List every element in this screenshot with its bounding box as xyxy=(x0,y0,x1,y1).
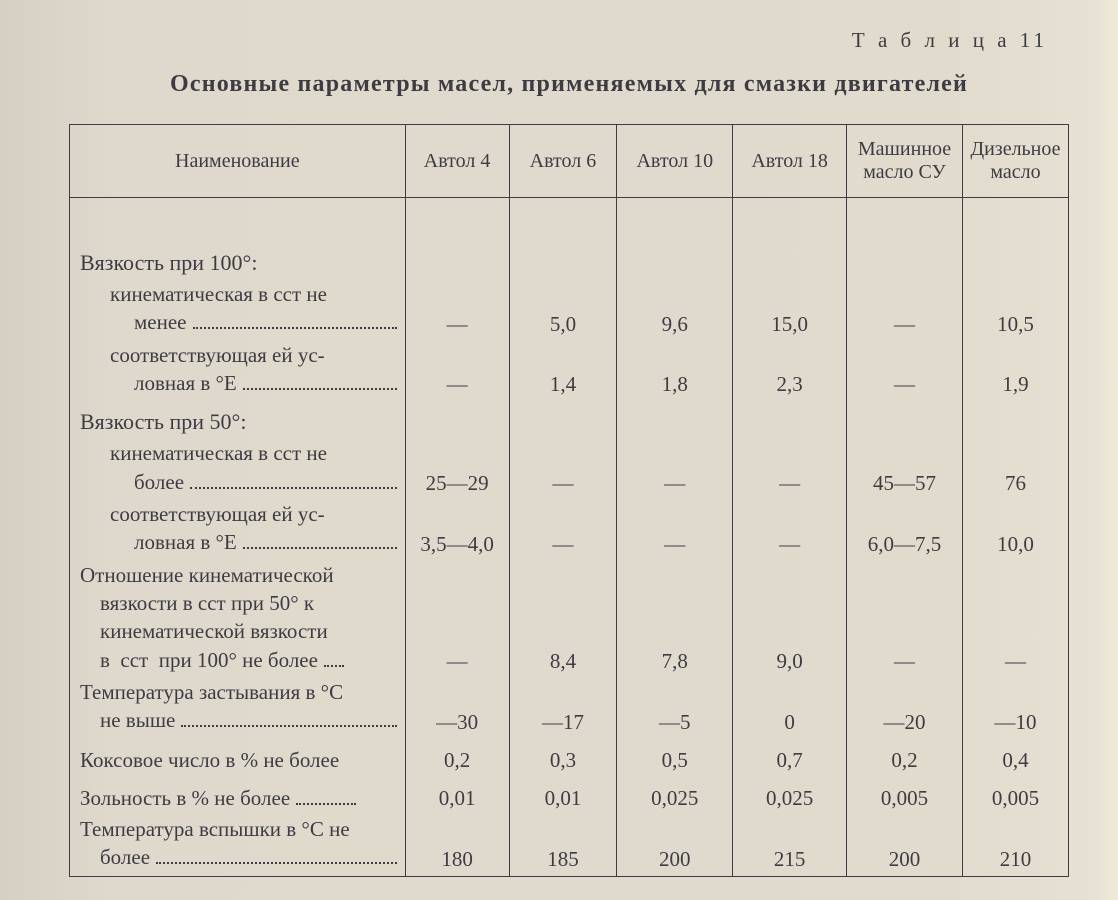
table-number-label: Т а б л и ц а 11 xyxy=(60,28,1048,53)
cell: 9,0 xyxy=(733,561,847,678)
row-label: соответствующая ей ус- ловная в °Е xyxy=(70,341,406,402)
col-header-avtol18: Автол 18 xyxy=(733,125,847,198)
col-header-diesel-oil: Дизельное масло xyxy=(962,125,1068,198)
cell: 0 xyxy=(733,678,847,739)
cell: 200 xyxy=(617,815,733,876)
col-header-name: Наименование xyxy=(70,125,406,198)
row-label: Отношение кинематической вязкости в сст … xyxy=(70,561,406,678)
scanned-page: Т а б л и ц а 11 Основные параметры масе… xyxy=(0,0,1118,900)
section-label: Вязкость при 100°: xyxy=(70,242,406,280)
cell: 1,4 xyxy=(509,341,617,402)
cell: —10 xyxy=(962,678,1068,739)
cell: 7,8 xyxy=(617,561,733,678)
cell: 76 xyxy=(962,439,1068,500)
cell: 0,7 xyxy=(733,739,847,777)
section-row-viscosity-100: Вязкость при 100°: xyxy=(70,242,1069,280)
cell: 1,9 xyxy=(962,341,1068,402)
cell: — xyxy=(405,280,509,341)
cell: 9,6 xyxy=(617,280,733,341)
row-label: соответствующая ей ус- ловная в °Е xyxy=(70,500,406,561)
cell: 0,4 xyxy=(962,739,1068,777)
table-row: кинематическая в сст не менее — 5,0 9,6 … xyxy=(70,280,1069,341)
cell: 0,005 xyxy=(847,777,963,815)
row-label: кинематическая в сст не более xyxy=(70,439,406,500)
cell: — xyxy=(509,439,617,500)
table-row: соответствующая ей ус- ловная в °Е 3,5—4… xyxy=(70,500,1069,561)
cell: 210 xyxy=(962,815,1068,876)
col-header-avtol6: Автол 6 xyxy=(509,125,617,198)
cell: 0,01 xyxy=(509,777,617,815)
cell: 45—57 xyxy=(847,439,963,500)
cell: 10,0 xyxy=(962,500,1068,561)
row-label: Температура застывания в °С не выше xyxy=(70,678,406,739)
cell: — xyxy=(617,500,733,561)
table-row: Коксовое число в % не более 0,2 0,3 0,5 … xyxy=(70,739,1069,777)
cell: 0,2 xyxy=(847,739,963,777)
row-label: Коксовое число в % не более xyxy=(70,739,406,777)
table-row: соответствующая ей ус- ловная в °Е — 1,4… xyxy=(70,341,1069,402)
table-row: Температура застывания в °С не выше —30 … xyxy=(70,678,1069,739)
cell: — xyxy=(733,439,847,500)
cell: 0,3 xyxy=(509,739,617,777)
table-header-row: Наименование Автол 4 Автол 6 Автол 10 Ав… xyxy=(70,125,1069,198)
col-header-avtol4: Автол 4 xyxy=(405,125,509,198)
cell: 15,0 xyxy=(733,280,847,341)
cell: 200 xyxy=(847,815,963,876)
label-text: кинематическая в сст не xyxy=(110,282,327,306)
cell: 0,005 xyxy=(962,777,1068,815)
cell: —17 xyxy=(509,678,617,739)
table-spacer-row xyxy=(70,198,1069,243)
cell: 180 xyxy=(405,815,509,876)
cell: — xyxy=(617,439,733,500)
cell: 185 xyxy=(509,815,617,876)
cell: 0,025 xyxy=(617,777,733,815)
cell: 1,8 xyxy=(617,341,733,402)
table-row: кинематическая в сст не более 25—29 — — … xyxy=(70,439,1069,500)
cell: 0,5 xyxy=(617,739,733,777)
cell: 0,025 xyxy=(733,777,847,815)
cell: —20 xyxy=(847,678,963,739)
cell: — xyxy=(847,561,963,678)
cell: 25—29 xyxy=(405,439,509,500)
table-caption: Основные параметры масел, применяемых дл… xyxy=(60,71,1078,98)
cell: —30 xyxy=(405,678,509,739)
table-row: Температура вспышки в °С не более 180 18… xyxy=(70,815,1069,876)
table-row: Зольность в % не более 0,01 0,01 0,025 0… xyxy=(70,777,1069,815)
cell: 8,4 xyxy=(509,561,617,678)
section-row-viscosity-50: Вязкость при 50°: xyxy=(70,401,1069,439)
row-label: Зольность в % не более xyxy=(70,777,406,815)
cell: — xyxy=(733,500,847,561)
section-label: Вязкость при 50°: xyxy=(70,401,406,439)
row-label: кинематическая в сст не менее xyxy=(70,280,406,341)
col-header-machine-oil: Машинное масло СУ xyxy=(847,125,963,198)
cell: 6,0—7,5 xyxy=(847,500,963,561)
cell: — xyxy=(847,280,963,341)
cell: —5 xyxy=(617,678,733,739)
col-header-avtol10: Автол 10 xyxy=(617,125,733,198)
row-label: Температура вспышки в °С не более xyxy=(70,815,406,876)
cell: 215 xyxy=(733,815,847,876)
cell: — xyxy=(405,561,509,678)
cell: 3,5—4,0 xyxy=(405,500,509,561)
table-row: Отношение кинематической вязкости в сст … xyxy=(70,561,1069,678)
cell: — xyxy=(405,341,509,402)
cell: 2,3 xyxy=(733,341,847,402)
cell: — xyxy=(847,341,963,402)
cell: 0,01 xyxy=(405,777,509,815)
cell: — xyxy=(962,561,1068,678)
cell: 5,0 xyxy=(509,280,617,341)
cell: 10,5 xyxy=(962,280,1068,341)
oil-parameters-table: Наименование Автол 4 Автол 6 Автол 10 Ав… xyxy=(69,124,1069,877)
cell: — xyxy=(509,500,617,561)
cell: 0,2 xyxy=(405,739,509,777)
